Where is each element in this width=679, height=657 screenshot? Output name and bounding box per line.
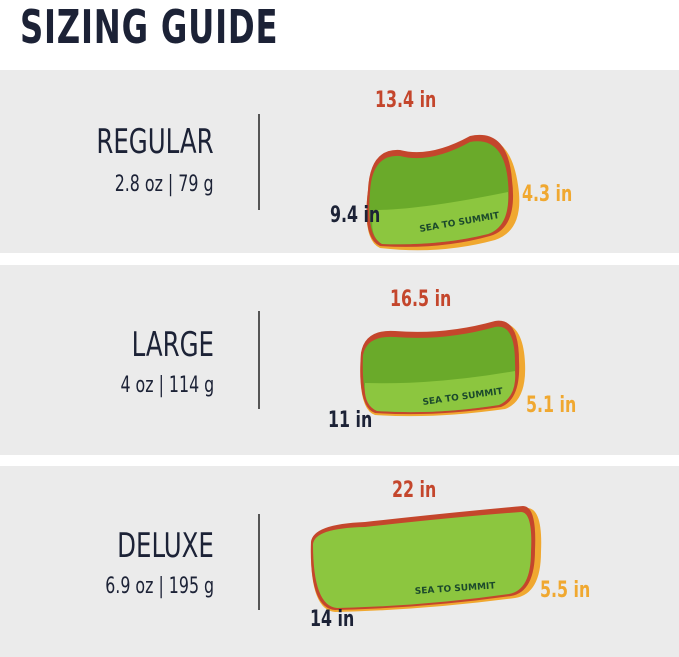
page-title: SIZING GUIDE <box>20 0 279 54</box>
size-weight: 6.9 oz | 195 g <box>105 574 214 599</box>
size-name: LARGE <box>131 325 214 365</box>
height-label: 5.1 in <box>526 393 577 418</box>
height-label: 5.5 in <box>540 578 591 603</box>
width-label: 11 in <box>328 408 373 433</box>
length-label: 16.5 in <box>390 287 452 312</box>
width-label: 14 in <box>310 607 355 632</box>
length-label: 22 in <box>392 478 437 503</box>
size-name: REGULAR <box>96 122 214 162</box>
size-panel-regular: REGULAR 2.8 oz | 79 g SEA TO SUMMIT 13.4… <box>0 70 679 253</box>
pillow-large-image: SEA TO SUMMIT <box>360 320 526 417</box>
divider <box>258 114 260 210</box>
size-weight: 4 oz | 114 g <box>120 373 214 398</box>
height-label: 4.3 in <box>522 182 573 207</box>
size-panel-deluxe: DELUXE 6.9 oz | 195 g SEA TO SUMMIT 22 i… <box>0 466 679 657</box>
length-label: 13.4 in <box>375 88 437 113</box>
pillow-regular-image: SEA TO SUMMIT <box>366 134 520 251</box>
pillow-deluxe-image: SEA TO SUMMIT <box>310 506 542 612</box>
size-panel-large: LARGE 4 oz | 114 g SEA TO SUMMIT 16.5 in… <box>0 265 679 455</box>
size-name: DELUXE <box>117 526 214 566</box>
divider <box>258 514 260 610</box>
width-label: 9.4 in <box>330 203 381 228</box>
divider <box>258 311 260 409</box>
size-weight: 2.8 oz | 79 g <box>115 172 214 197</box>
